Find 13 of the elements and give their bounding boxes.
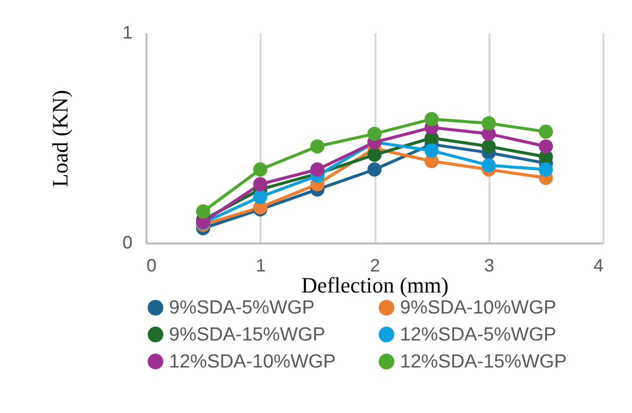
- legend-label: 9%SDA-15%WGP: [169, 324, 326, 346]
- x-tick-label: 2: [370, 256, 380, 276]
- legend-label: 12%SDA-5%WGP: [400, 324, 556, 346]
- x-tick-label: 0: [146, 256, 157, 276]
- legend-label: 9%SDA-5%WGP: [169, 298, 315, 319]
- x-axis-title: Deflection (mm): [301, 272, 449, 298]
- x-tick-label: 1: [256, 256, 266, 276]
- y-axis-title: Load (KN): [47, 90, 72, 188]
- legend-label: 9%SDA-10%WGP: [400, 298, 556, 319]
- x-tick-label: 4: [593, 256, 604, 276]
- legend-label: 12%SDA-10%WGP: [169, 352, 336, 372]
- legend-label: 12%SDA-15%WGP: [400, 352, 567, 372]
- x-tick-label: 3: [484, 256, 494, 276]
